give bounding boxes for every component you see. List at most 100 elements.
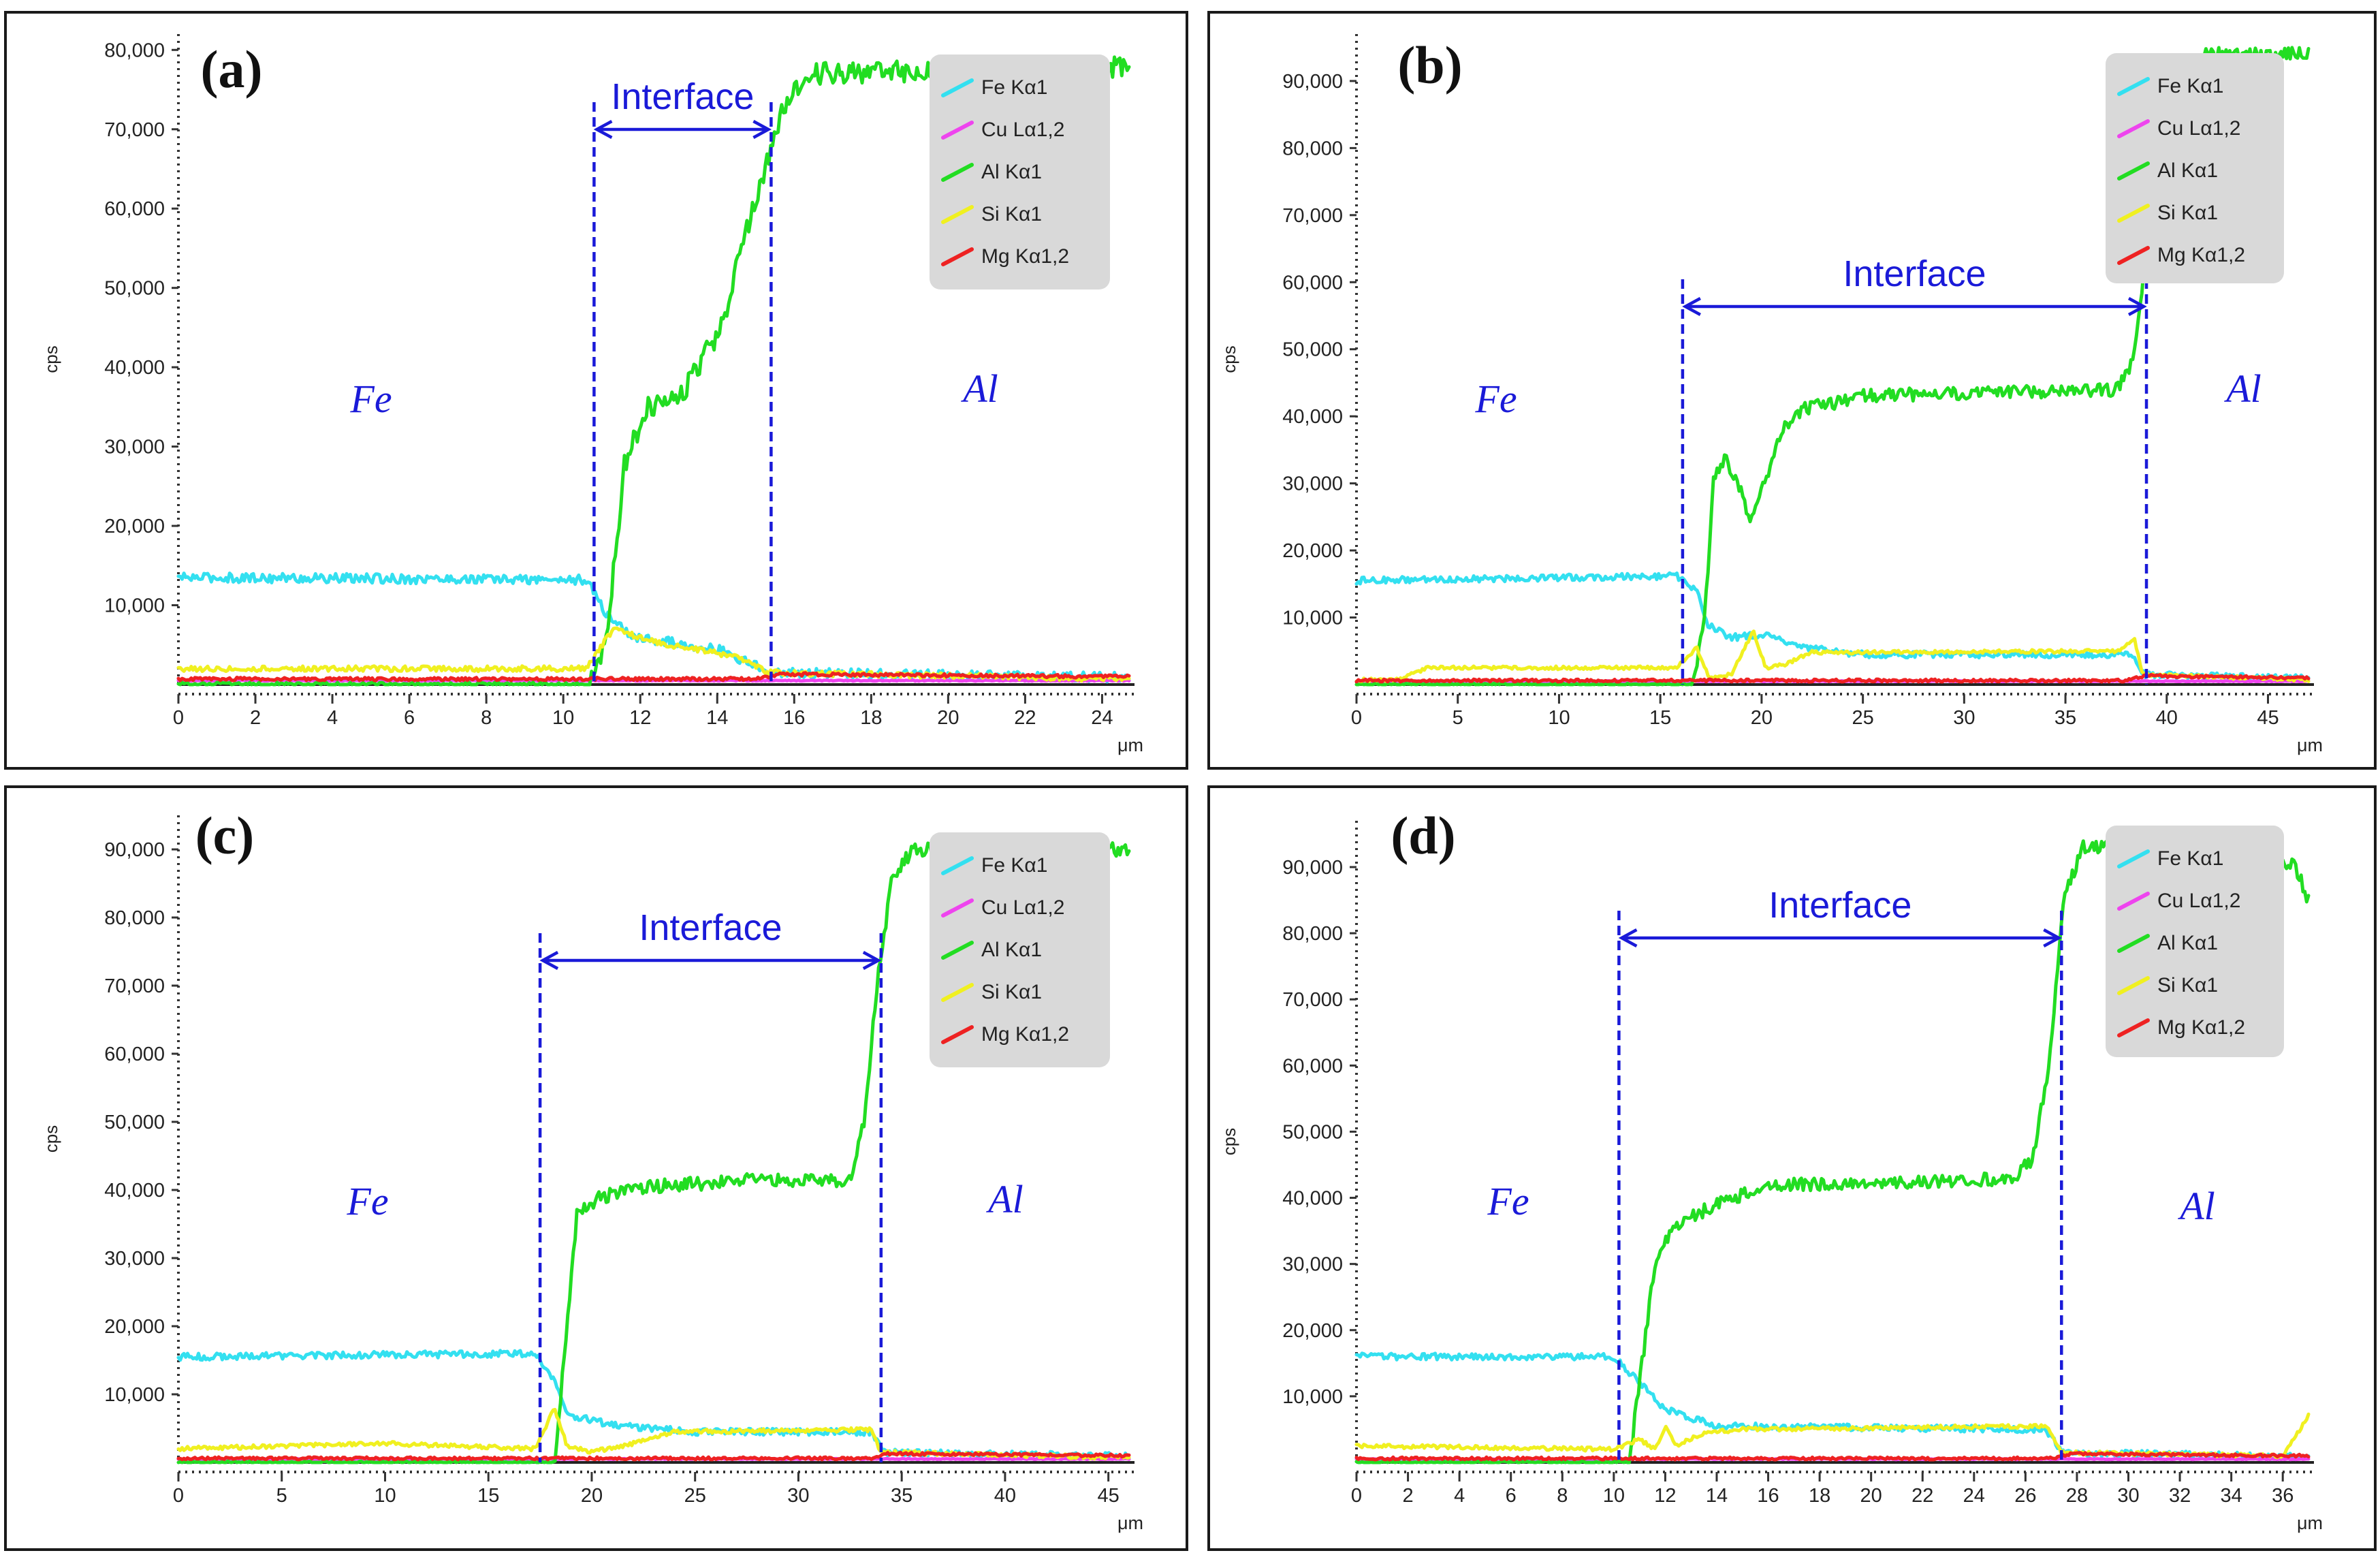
- x-tick-label: 18: [1809, 1485, 1830, 1507]
- x-tick-label: 20: [1860, 1485, 1882, 1507]
- series-si-line: [1354, 1412, 2311, 1460]
- legend-entry: Cu Lα1,2: [2157, 117, 2240, 140]
- y-tick-label: 10,000: [104, 1384, 165, 1406]
- series-mg-line: [176, 671, 1131, 683]
- x-tick-label: 18: [860, 707, 882, 729]
- y-tick-label: 20,000: [1282, 1320, 1343, 1342]
- series-mg-line: [176, 1450, 1131, 1462]
- legend-swatch: [2117, 1018, 2150, 1037]
- x-tick-label: 20: [1751, 707, 1773, 729]
- legend-swatch: [2117, 246, 2150, 265]
- y-tick-label: 70,000: [104, 975, 165, 997]
- y-tick-label: 60,000: [104, 1044, 165, 1065]
- interface-arrowhead-right: [2043, 928, 2062, 947]
- y-tick-label: 30,000: [1282, 1254, 1343, 1276]
- panel-d: 10,000 20,000 30,000 40,000 50,000 60,000 70,0…: [1207, 785, 2377, 1551]
- region-label-al: Al: [960, 366, 998, 411]
- y-tick-label: 30,000: [1282, 473, 1343, 495]
- x-tick-label: 4: [1454, 1485, 1465, 1507]
- x-tick-label: 10: [374, 1485, 396, 1507]
- y-tick-label: 60,000: [1282, 1055, 1343, 1077]
- panel-a: 10,000 20,000 30,000 40,000 50,000 60,000 70,0…: [4, 11, 1188, 770]
- x-tick-label: 35: [891, 1485, 913, 1507]
- interface-arrowhead-right: [2127, 297, 2147, 316]
- y-tick-label: 80,000: [104, 40, 165, 61]
- legend-swatch: [2117, 892, 2150, 911]
- series-si-line: [176, 626, 1131, 683]
- y-tick-label: 40,000: [1282, 406, 1343, 428]
- legend-swatch: [2117, 161, 2150, 181]
- x-tick-label: 30: [787, 1485, 809, 1507]
- y-tick-label: 10,000: [1282, 608, 1343, 629]
- x-tick-label: 15: [477, 1485, 499, 1507]
- y-tick-label: 60,000: [1282, 272, 1343, 294]
- y-tick-label: 80,000: [1282, 923, 1343, 945]
- panel-b: 10,000 20,000 30,000 40,000 50,000 60,000 70,0…: [1207, 11, 2377, 770]
- legend: Fe Kα1 Cu Lα1,2 Al Kα1 Si Kα1 Mg Kα1,2: [930, 832, 1110, 1067]
- legend-box: [2106, 53, 2284, 283]
- x-tick-label: 14: [706, 707, 728, 729]
- x-tick-label: 0: [173, 707, 184, 729]
- y-tick-label: 50,000: [104, 1112, 165, 1133]
- x-tick-label: 6: [1506, 1485, 1517, 1507]
- x-tick-label: 25: [684, 1485, 706, 1507]
- interface-arrowhead-right: [752, 120, 772, 139]
- x-tick-label: 16: [783, 707, 805, 729]
- x-tick-label: 14: [1706, 1485, 1728, 1507]
- legend-entry: Fe Kα1: [981, 854, 1047, 877]
- legend-entry: Cu Lα1,2: [2157, 890, 2240, 912]
- x-tick-label: 35: [2054, 707, 2076, 729]
- region-label-al: Al: [2223, 366, 2262, 411]
- x-tick-label: 20: [581, 1485, 603, 1507]
- panel-c: 10,000 20,000 30,000 40,000 50,000 60,000 70,0…: [4, 785, 1188, 1551]
- y-tick-label: 30,000: [104, 437, 165, 458]
- legend-entry: Si Kα1: [981, 203, 1042, 225]
- y-tick-label: 10,000: [104, 595, 165, 617]
- y-tick-label: 90,000: [1282, 857, 1343, 879]
- y-tick-label: 80,000: [1282, 138, 1343, 159]
- x-tick-label: 30: [2117, 1485, 2139, 1507]
- legend-swatch: [941, 856, 974, 875]
- legend-swatch: [941, 163, 974, 182]
- y-tick-label: 10,000: [1282, 1386, 1343, 1408]
- series-mg-line: [1354, 1451, 2311, 1462]
- legend-swatch: [2117, 204, 2150, 223]
- legend-box: [2106, 826, 2284, 1057]
- panel-label: (a): [201, 40, 263, 99]
- y-axis-title: cps: [1219, 345, 1239, 373]
- y-tick-label: 50,000: [1282, 339, 1343, 361]
- x-axis-unit: μm: [1117, 735, 1143, 755]
- x-tick-label: 5: [276, 1485, 287, 1507]
- legend-entry: Mg Kα1,2: [2157, 244, 2245, 266]
- y-tick-label: 50,000: [104, 278, 165, 300]
- region-label-fe: Fe: [349, 377, 392, 421]
- legend: Fe Kα1 Cu Lα1,2 Al Kα1 Si Kα1 Mg Kα1,2: [2106, 826, 2284, 1057]
- interface-label: Interface: [1843, 253, 1986, 294]
- legend-entry: Al Kα1: [2157, 159, 2218, 182]
- legend-box: [930, 832, 1110, 1067]
- x-tick-label: 12: [1654, 1485, 1676, 1507]
- region-label-fe: Fe: [1474, 377, 1517, 421]
- panel-label: (b): [1397, 35, 1462, 95]
- region-label-fe: Fe: [346, 1179, 388, 1223]
- series-mg-line: [1354, 673, 2311, 684]
- x-tick-label: 10: [552, 707, 574, 729]
- x-tick-label: 2: [250, 707, 261, 729]
- x-tick-label: 32: [2169, 1485, 2191, 1507]
- x-tick-label: 15: [1649, 707, 1671, 729]
- legend-entry: Mg Kα1,2: [2157, 1016, 2245, 1039]
- legend-box: [930, 54, 1110, 289]
- legend-swatch: [941, 78, 974, 97]
- legend-swatch: [941, 205, 974, 224]
- y-tick-label: 90,000: [1282, 71, 1343, 93]
- x-tick-label: 26: [2014, 1485, 2036, 1507]
- x-tick-label: 34: [2221, 1485, 2242, 1507]
- x-tick-label: 16: [1757, 1485, 1779, 1507]
- y-tick-label: 50,000: [1282, 1121, 1343, 1143]
- interface-label: Interface: [611, 76, 754, 117]
- region-label-fe: Fe: [1487, 1179, 1529, 1223]
- x-tick-label: 0: [173, 1485, 184, 1507]
- x-axis-unit: μm: [2297, 1513, 2323, 1533]
- y-tick-label: 20,000: [104, 1316, 165, 1338]
